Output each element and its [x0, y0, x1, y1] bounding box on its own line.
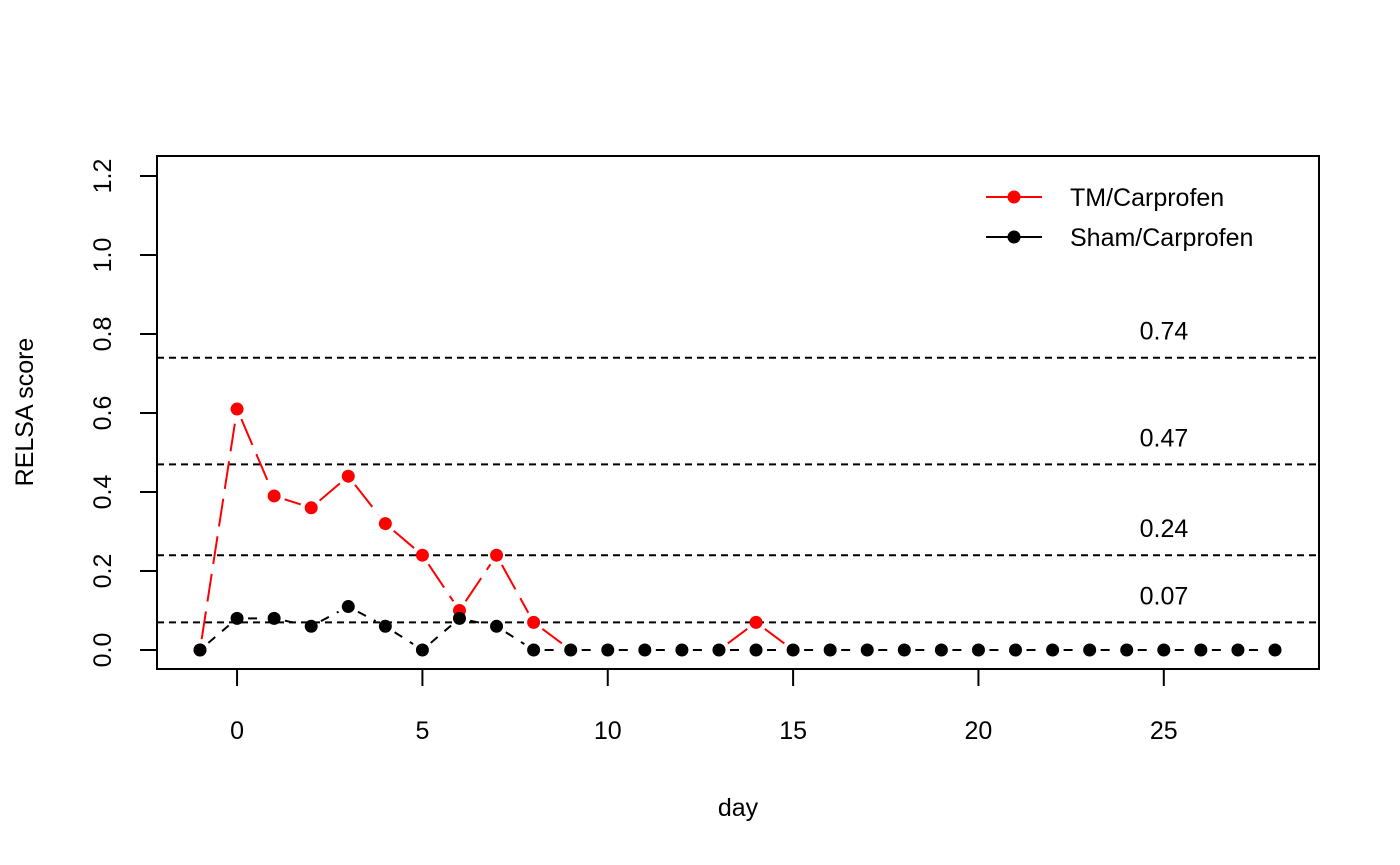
data-point-sham-carprofen — [675, 643, 689, 657]
data-point-tm-carprofen — [415, 548, 429, 562]
series-segment — [464, 563, 492, 602]
data-point-sham-carprofen — [1046, 643, 1060, 657]
data-point-tm-carprofen — [230, 402, 244, 416]
data-point-sham-carprofen — [490, 619, 504, 633]
data-point-sham-carprofen — [971, 643, 985, 657]
data-point-sham-carprofen — [897, 643, 911, 657]
data-point-tm-carprofen — [378, 517, 392, 531]
data-point-sham-carprofen — [1231, 643, 1245, 657]
y-tick-label: 0.4 — [89, 475, 117, 510]
series-segment — [727, 628, 748, 645]
data-point-sham-carprofen — [304, 619, 318, 633]
legend: TM/Carprofen Sham/Carprofen — [986, 184, 1253, 252]
reference-label-0.47: 0.47 — [1140, 424, 1189, 452]
data-point-sham-carprofen — [230, 611, 244, 625]
data-point-sham-carprofen — [1268, 643, 1282, 657]
series-segment — [505, 631, 525, 645]
data-point-sham-carprofen — [638, 643, 652, 657]
series-segment — [393, 529, 415, 549]
series-segment — [320, 610, 340, 623]
y-tick-label: 0.2 — [89, 554, 117, 589]
data-point-sham-carprofen — [1194, 643, 1208, 657]
series-segment — [354, 484, 380, 516]
data-point-sham-carprofen — [267, 611, 281, 625]
series-segment — [284, 498, 302, 506]
legend-marker — [1007, 230, 1021, 244]
data-point-sham-carprofen — [1120, 643, 1134, 657]
data-point-sham-carprofen — [341, 600, 355, 614]
series-segment — [207, 624, 230, 644]
series-lines — [200, 418, 1264, 651]
data-point-sham-carprofen — [860, 643, 874, 657]
reference-label-0.24: 0.24 — [1140, 515, 1189, 543]
data-point-sham-carprofen — [527, 643, 541, 657]
data-point-sham-carprofen — [934, 643, 948, 657]
data-point-sham-carprofen — [415, 643, 429, 657]
data-point-tm-carprofen — [749, 615, 763, 629]
series-segment — [470, 619, 487, 625]
data-point-tm-carprofen — [304, 501, 318, 515]
y-tick-label: 1.0 — [89, 238, 117, 273]
x-tick-label: 25 — [1150, 717, 1178, 745]
x-tick-label: 20 — [965, 717, 993, 745]
y-tick-label: 0.6 — [89, 396, 117, 431]
x-axis: 0 5 10 15 20 25 — [230, 668, 1178, 745]
data-point-sham-carprofen — [823, 643, 837, 657]
series-segment — [240, 418, 271, 487]
data-point-sham-carprofen — [749, 643, 763, 657]
data-point-sham-carprofen — [786, 643, 800, 657]
data-point-sham-carprofen — [601, 643, 615, 657]
y-axis-title: RELSA score — [11, 338, 39, 487]
series-segment — [394, 631, 414, 645]
series-segment — [764, 628, 785, 645]
data-point-tm-carprofen — [490, 548, 504, 562]
reference-lines: 0.74 0.47 0.24 0.07 — [157, 318, 1319, 624]
data-point-tm-carprofen — [341, 469, 355, 483]
legend-label: Sham/Carprofen — [1070, 224, 1253, 252]
y-tick-label: 0.8 — [89, 317, 117, 352]
data-point-sham-carprofen — [1083, 643, 1097, 657]
series-segment — [357, 610, 377, 623]
x-axis-title: day — [718, 794, 759, 822]
series-points — [193, 402, 1282, 657]
x-tick-label: 5 — [415, 717, 429, 745]
series-segment — [284, 619, 301, 625]
y-axis: 0.0 0.2 0.4 0.6 0.8 1.0 1.2 — [89, 159, 158, 668]
series-segment — [430, 624, 452, 644]
data-point-sham-carprofen — [1009, 643, 1023, 657]
legend-marker — [1007, 190, 1021, 204]
x-tick-label: 10 — [594, 717, 622, 745]
data-point-sham-carprofen — [452, 611, 466, 625]
reference-label-0.74: 0.74 — [1140, 318, 1189, 346]
data-point-sham-carprofen — [712, 643, 726, 657]
series-segment — [541, 628, 563, 645]
data-point-tm-carprofen — [267, 489, 281, 503]
series-segment — [427, 563, 455, 602]
data-point-sham-carprofen — [564, 643, 578, 657]
data-point-tm-carprofen — [527, 615, 541, 629]
data-point-sham-carprofen — [378, 619, 392, 633]
y-tick-label: 1.2 — [89, 159, 117, 194]
y-tick-label: 0.0 — [89, 633, 117, 668]
series-segment — [200, 419, 237, 640]
legend-label: TM/Carprofen — [1070, 184, 1224, 212]
series-segment — [500, 564, 530, 614]
data-point-sham-carprofen — [193, 643, 207, 657]
x-tick-label: 15 — [779, 717, 807, 745]
data-point-sham-carprofen — [1157, 643, 1171, 657]
series-segment — [318, 482, 341, 502]
reference-label-0.07: 0.07 — [1140, 582, 1189, 610]
x-tick-label: 0 — [230, 717, 244, 745]
